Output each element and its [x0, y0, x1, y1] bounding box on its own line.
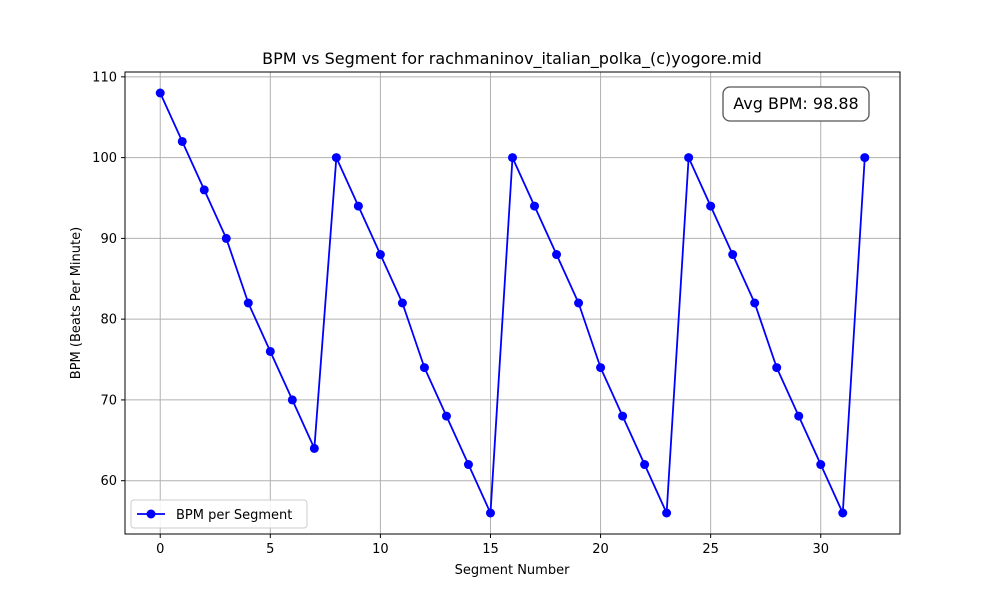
data-point-marker — [618, 411, 628, 421]
series-layer — [155, 88, 870, 518]
data-point-marker — [353, 201, 363, 211]
x-tick-label: 10 — [372, 542, 389, 557]
legend: BPM per Segment — [130, 499, 308, 529]
x-tick-label: 15 — [482, 542, 499, 557]
x-tick-label: 30 — [812, 542, 829, 557]
legend-marker-swatch — [146, 509, 156, 519]
data-point-marker — [530, 201, 540, 211]
data-point-marker — [574, 298, 584, 308]
axis-ticks: 0 5 10 15 20 25 30 60 70 80 90 100 110 — [92, 70, 829, 557]
x-tick-label: 0 — [156, 542, 164, 557]
plot-area-frame — [124, 71, 901, 535]
data-point-marker — [596, 363, 606, 373]
data-point-marker — [662, 508, 672, 518]
data-point-marker — [728, 250, 738, 260]
data-point-marker — [221, 233, 231, 243]
avg-bpm-annotation: Avg BPM: 98.88 — [722, 86, 870, 122]
y-tick-label: 110 — [92, 70, 117, 85]
grid-lines — [125, 72, 900, 534]
y-axis-label: BPM (Beats Per Minute) — [69, 227, 84, 379]
x-axis-label: Segment Number — [455, 563, 571, 578]
data-point-marker — [485, 508, 495, 518]
data-point-marker — [860, 153, 870, 163]
data-point-marker — [441, 411, 451, 421]
data-point-marker — [265, 346, 275, 356]
data-point-marker — [794, 411, 804, 421]
data-point-marker — [508, 153, 517, 163]
data-point-marker — [397, 298, 407, 308]
x-tick-label: 5 — [266, 542, 274, 557]
y-tick-label: 70 — [100, 393, 117, 408]
annotation-text: Avg BPM: 98.88 — [733, 94, 858, 113]
data-point-marker — [331, 153, 341, 163]
y-tick-label: 90 — [100, 232, 117, 247]
y-tick-label: 100 — [92, 151, 117, 166]
data-point-marker — [155, 88, 165, 98]
data-point-marker — [684, 153, 694, 163]
data-point-marker — [772, 363, 782, 373]
legend-frame — [130, 499, 308, 529]
data-point-marker — [199, 185, 209, 195]
data-point-marker — [463, 460, 473, 470]
data-point-marker — [706, 201, 716, 211]
y-tick-label: 60 — [100, 474, 117, 489]
x-tick-label: 25 — [702, 542, 719, 557]
data-point-marker — [552, 250, 562, 260]
chart-title: BPM vs Segment for rachmaninov_italian_p… — [262, 49, 762, 69]
data-point-marker — [375, 250, 385, 260]
data-point-marker — [419, 363, 429, 373]
data-point-marker — [287, 395, 297, 405]
data-point-marker — [177, 136, 187, 146]
data-point-marker — [309, 443, 319, 453]
data-point-marker — [640, 460, 650, 470]
data-point-marker — [816, 460, 826, 470]
data-point-marker — [750, 298, 760, 308]
data-point-marker — [838, 508, 848, 518]
legend-entry-label: BPM per Segment — [176, 508, 292, 523]
y-tick-label: 80 — [100, 313, 117, 328]
x-tick-label: 20 — [592, 542, 609, 557]
data-point-marker — [243, 298, 253, 308]
annotation-box-frame — [722, 86, 870, 122]
